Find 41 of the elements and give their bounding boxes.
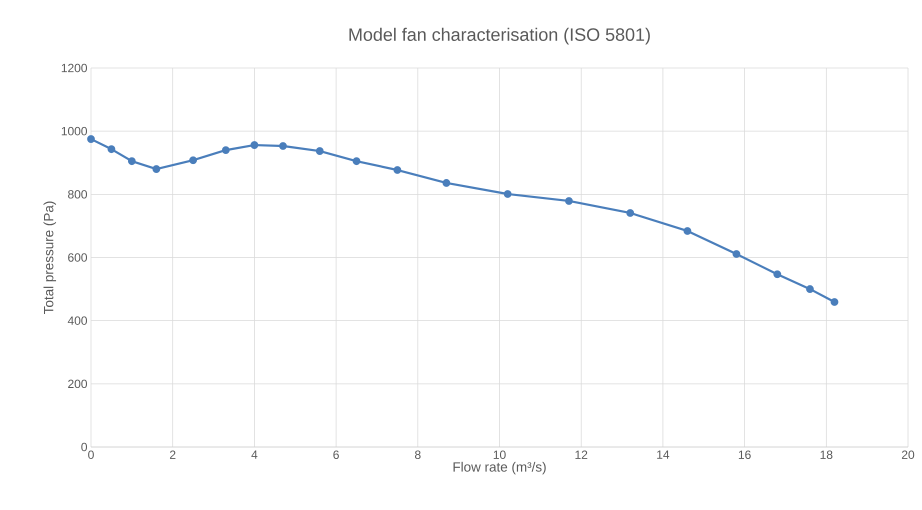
point <box>773 270 782 278</box>
x-tick-label: 14 <box>657 450 670 459</box>
y-axis-title: Total pressure (Pa) <box>44 202 56 314</box>
point <box>732 250 740 258</box>
point <box>189 156 198 164</box>
x-tick-label: 12 <box>575 450 588 459</box>
x-tick-label: 18 <box>820 450 832 459</box>
y-tick-label: 800 <box>68 190 88 199</box>
point <box>152 165 160 173</box>
point <box>626 209 634 217</box>
point <box>393 166 402 174</box>
point <box>87 135 95 143</box>
point <box>352 157 360 166</box>
point <box>279 142 287 150</box>
point <box>128 157 136 166</box>
point <box>442 179 450 187</box>
point <box>504 190 512 198</box>
x-tick-label: 16 <box>738 450 751 459</box>
point <box>684 227 692 235</box>
x-tick-label: 4 <box>251 450 258 459</box>
point <box>565 197 573 205</box>
y-tick-label: 1000 <box>62 126 88 136</box>
x-axis-title: Flow rate (m³/s) <box>454 462 546 474</box>
x-tick-label: 8 <box>414 450 421 459</box>
point <box>250 141 258 149</box>
chart-title: Model fan characterisation (ISO 5801) <box>349 28 650 45</box>
point <box>222 146 230 154</box>
point <box>806 285 814 293</box>
y-tick-label: 0 <box>81 442 88 452</box>
y-tick-label: 1200 <box>62 64 88 72</box>
y-tick-label: 400 <box>68 316 88 325</box>
point <box>316 147 324 155</box>
x-tick-label: 10 <box>494 450 506 459</box>
x-tick-label: 6 <box>333 450 339 459</box>
point <box>108 145 116 154</box>
x-tick-label: 2 <box>170 450 176 459</box>
x-tick-label: 0 <box>88 450 94 459</box>
y-tick-label: 600 <box>68 253 88 262</box>
y-tick-label: 200 <box>68 380 88 388</box>
x-tick-label: 20 <box>902 450 914 459</box>
point <box>830 298 838 306</box>
